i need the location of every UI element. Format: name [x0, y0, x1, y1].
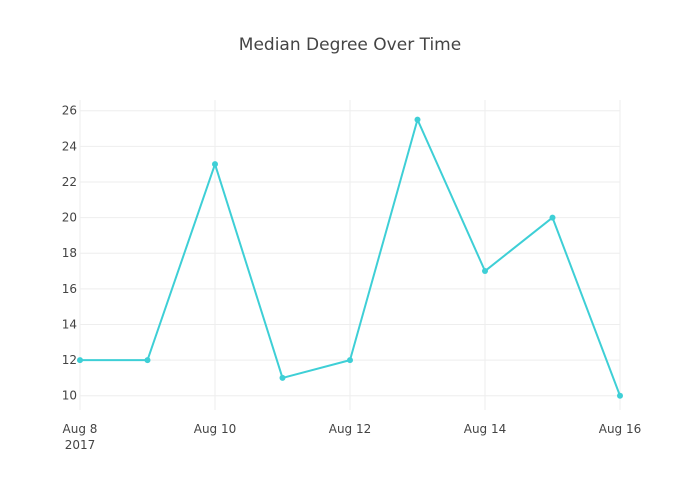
x-tick-label: Aug 16	[599, 422, 642, 436]
data-point[interactable]	[144, 357, 151, 364]
y-tick-label: 16	[62, 282, 77, 296]
series	[77, 116, 623, 399]
y-tick-label: 18	[62, 246, 77, 260]
data-point[interactable]	[212, 161, 218, 168]
data-point[interactable]	[414, 116, 421, 123]
y-tick-label: 14	[62, 317, 77, 331]
data-point[interactable]	[617, 392, 623, 399]
data-point[interactable]	[77, 357, 83, 364]
y-tick-label: 22	[62, 175, 77, 189]
y-axis-tick-labels: 10 12 14 16 18 20 22 24 26	[62, 104, 77, 403]
data-point[interactable]	[347, 357, 353, 364]
data-point[interactable]	[482, 268, 488, 275]
y-tick-label: 24	[62, 139, 77, 153]
data-point[interactable]	[279, 374, 286, 381]
y-tick-label: 26	[62, 104, 77, 118]
x-tick-label: Aug 10	[194, 422, 237, 436]
data-point[interactable]	[549, 214, 556, 221]
x-axis-tick-labels: Aug 8 2017 Aug 10 Aug 12 Aug 14 Aug 16	[63, 422, 642, 452]
y-tick-label: 10	[62, 389, 77, 403]
chart-title: Median Degree Over Time	[239, 35, 461, 55]
x-tick-label: Aug 12	[329, 422, 372, 436]
y-tick-label: 12	[62, 353, 77, 367]
x-tick-label: Aug 8	[63, 422, 98, 436]
y-tick-label: 20	[62, 211, 77, 225]
x-tick-label: Aug 14	[464, 422, 507, 436]
x-tick-year-label: 2017	[65, 438, 96, 452]
